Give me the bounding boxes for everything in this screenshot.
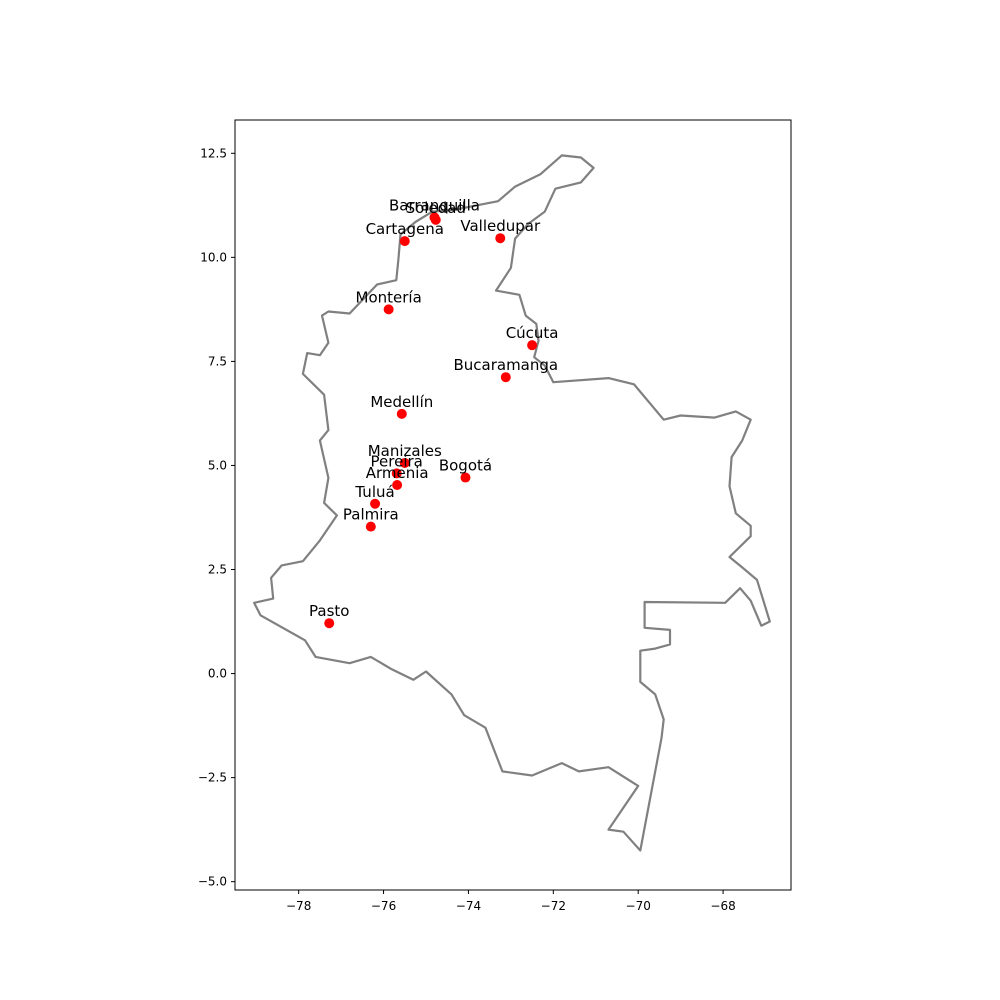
city-marker xyxy=(370,498,381,509)
city-label: Palmira xyxy=(343,506,399,524)
city-marker xyxy=(391,468,402,479)
city-marker xyxy=(460,472,471,483)
city-marker xyxy=(396,408,407,419)
x-tick-label: −74 xyxy=(456,899,481,913)
city-marker xyxy=(430,214,441,225)
x-tick-label: −68 xyxy=(710,899,735,913)
city-marker xyxy=(500,372,511,383)
city-label: Cúcuta xyxy=(506,324,559,342)
y-tick-label: 12.5 xyxy=(200,146,227,160)
x-tick-label: −70 xyxy=(626,899,651,913)
x-tick-label: −72 xyxy=(541,899,566,913)
y-tick-label: −5.0 xyxy=(198,875,227,889)
city-label: Medellín xyxy=(370,393,433,411)
x-tick-label: −76 xyxy=(371,899,396,913)
city-label: Tuluá xyxy=(354,483,394,501)
city-label: Cartagena xyxy=(366,220,444,238)
y-tick-label: 10.0 xyxy=(200,250,227,264)
y-tick-label: 5.0 xyxy=(208,458,227,472)
city-label: Soledad xyxy=(406,199,466,217)
axes-frame xyxy=(234,119,792,891)
city-label: Pasto xyxy=(309,602,349,620)
city-marker xyxy=(383,304,394,315)
y-tick-label: 7.5 xyxy=(208,354,227,368)
x-tick-label: −78 xyxy=(286,899,311,913)
y-tick-label: 2.5 xyxy=(208,563,227,577)
country-outline xyxy=(253,154,771,852)
y-tick-label: 0.0 xyxy=(208,667,227,681)
city-label: Valledupar xyxy=(460,217,541,235)
y-tick-label: −2.5 xyxy=(198,771,227,785)
city-label: Armenia xyxy=(366,464,429,482)
city-marker xyxy=(324,618,335,629)
city-markers xyxy=(324,212,538,629)
city-label: Bogotá xyxy=(439,457,492,475)
y-axis-ticks: −5.0 −2.5 0.0 2.5 5.0 7.5 10.0 12.5 xyxy=(198,146,235,889)
city-marker xyxy=(495,233,506,244)
city-label: Montería xyxy=(356,288,422,306)
city-marker xyxy=(399,236,410,247)
city-label: Pereira xyxy=(371,452,423,470)
city-marker xyxy=(399,457,410,468)
city-marker xyxy=(392,480,403,491)
city-marker xyxy=(527,340,538,351)
x-axis-ticks: −78 −76 −74 −72 −70 −68 xyxy=(286,890,736,913)
city-marker xyxy=(365,521,376,532)
city-label: Barranquilla xyxy=(389,196,480,214)
city-label: Bucaramanga xyxy=(453,356,558,374)
city-label: Manizales xyxy=(368,442,442,460)
